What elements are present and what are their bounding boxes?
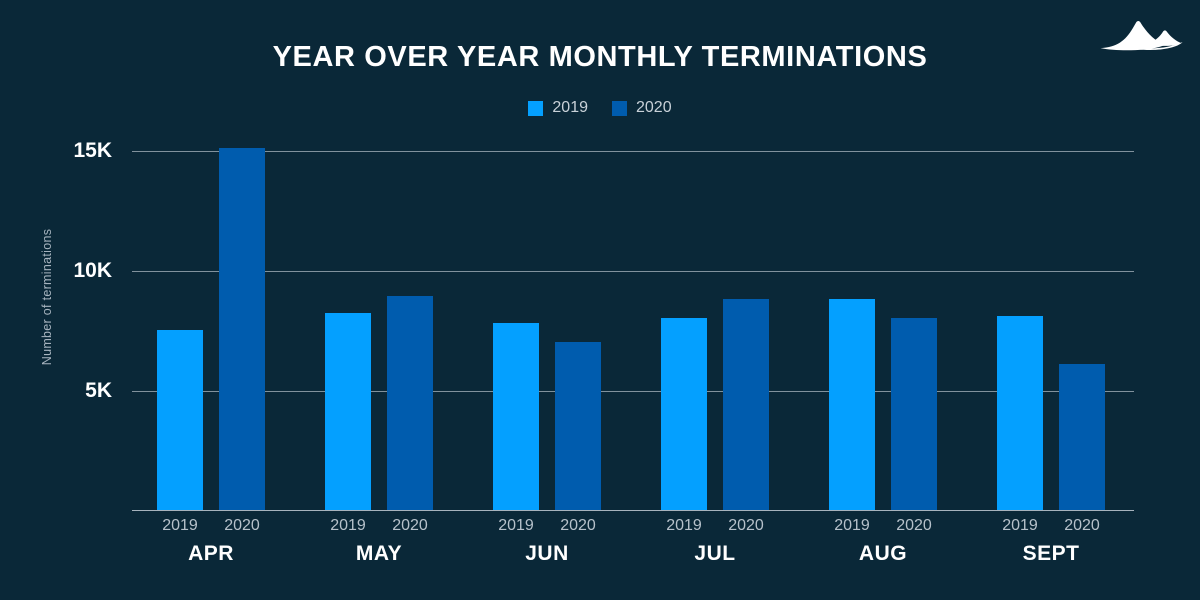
bar-2019-may: [325, 313, 371, 510]
y-axis-title: Number of terminations: [40, 228, 54, 366]
legend-swatch-2019: [528, 100, 544, 116]
x-labels-sept: 2019 2020 SEPT: [997, 517, 1105, 566]
bar-2019-aug: [829, 298, 875, 510]
legend-item-2019: 2019: [528, 99, 588, 117]
bar-2020-apr: [219, 147, 265, 510]
x-labels-apr: 2019 2020 APR: [157, 517, 265, 566]
gridline-10K: [132, 271, 1134, 272]
month-group-jun: [493, 322, 601, 510]
bar-2020-jun: [555, 342, 601, 510]
legend-label: 2020: [636, 99, 672, 116]
bar-2019-sept: [997, 315, 1043, 510]
bar-year-label: 2019: [834, 517, 870, 534]
gridline-5K: [132, 391, 1134, 392]
month-group-aug: [829, 298, 937, 510]
bar-2019-jul: [661, 318, 707, 510]
legend-swatch-2020: [612, 100, 627, 116]
bar-year-label: 2020: [392, 517, 428, 534]
bar-year-label: 2019: [330, 517, 366, 534]
dunes-logo-icon: [1100, 21, 1183, 51]
x-labels-may: 2019 2020 MAY: [325, 517, 433, 566]
month-group-sept: [997, 315, 1105, 510]
bar-2019-apr: [157, 330, 203, 510]
x-labels-aug: 2019 2020 AUG: [829, 517, 937, 566]
y-tick-15K: 15K: [73, 139, 112, 162]
month-group-jul: [661, 298, 769, 510]
month-group-apr: [157, 147, 265, 510]
bar-year-label: 2020: [896, 517, 932, 534]
bar-year-label: 2019: [666, 517, 702, 534]
bar-year-label: 2019: [162, 517, 198, 534]
month-group-may: [325, 296, 433, 510]
x-labels-jun: 2019 2020 JUN: [493, 517, 601, 566]
month-label-aug: AUG: [858, 542, 908, 565]
month-label-jun: JUN: [525, 542, 569, 565]
y-tick-10K: 10K: [73, 259, 112, 282]
bar-year-label: 2020: [224, 517, 260, 534]
bar-2020-aug: [891, 318, 937, 510]
month-label-may: MAY: [355, 542, 403, 565]
bar-2020-may: [387, 296, 433, 510]
gridline-15K: [132, 151, 1134, 152]
bar-year-label: 2020: [1064, 517, 1100, 534]
bar-year-label: 2019: [498, 517, 534, 534]
bar-2019-jun: [493, 322, 539, 510]
month-label-sept: SEPT: [1022, 542, 1080, 565]
chart-legend: 2019 2020: [0, 99, 1200, 117]
bar-2020-jul: [723, 298, 769, 510]
bar-2020-sept: [1059, 363, 1105, 510]
x-labels-jul: 2019 2020 JUL: [661, 517, 769, 566]
page-title: YEAR OVER YEAR MONTHLY TERMINATIONS: [272, 41, 928, 73]
month-label-apr: APR: [188, 542, 234, 565]
x-axis-labels: 2019 2020 APR 2019 2020 MAY 2019 2020 JUN 2019 202…: [132, 517, 1134, 577]
plot-area: [132, 147, 1134, 511]
bar-year-label: 2019: [1002, 517, 1038, 534]
y-tick-5K: 5K: [85, 379, 112, 402]
x-axis-line: [132, 509, 1134, 511]
month-label-jul: JUL: [694, 542, 736, 565]
bar-year-label: 2020: [728, 517, 764, 534]
legend-label: 2019: [552, 99, 588, 116]
legend-item-2020: 2020: [612, 99, 672, 117]
bar-year-label: 2020: [560, 517, 596, 534]
